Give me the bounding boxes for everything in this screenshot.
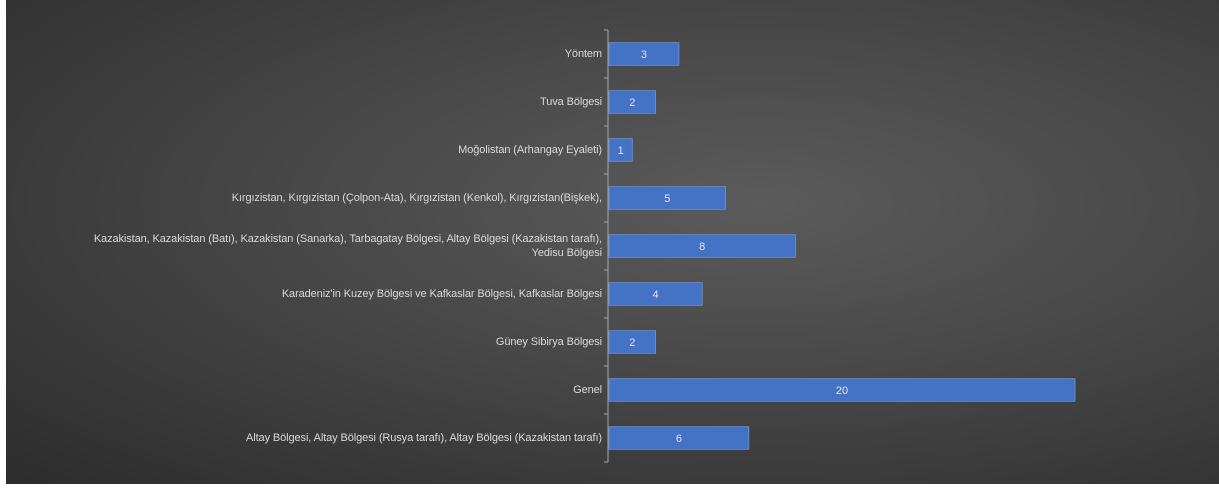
category-label: Moğolistan (Arhangay Eyaleti) [458,144,602,156]
data-label: 2 [629,337,635,349]
category-label: Tuva Bölgesi [540,96,602,108]
category-label: Kazakistan, Kazakistan (Batı), Kazakista… [93,233,602,259]
bar-chart: 3 2 1 5 8 4 2 20 6 [604,29,1076,463]
category-label: Altay Bölgesi, Altay Bölgesi (Rusya tara… [246,432,602,444]
data-label: 8 [699,241,705,253]
category-label: Genel [573,384,602,396]
bar [608,282,703,306]
data-label: 3 [641,49,647,61]
data-label: 6 [676,433,682,445]
bar [608,234,796,258]
data-label: 20 [836,385,848,397]
category-label: Kırgızistan, Kırgızistan (Çolpon-Ata), K… [231,192,602,204]
category-label: Yöntem [564,48,602,60]
bar [608,138,633,162]
category-label: Karadeniz'in Kuzey Bölgesi ve Kafkaslar … [281,288,602,300]
data-label: 5 [664,193,670,205]
bar [608,90,656,114]
category-label: Güney Sibirya Bölgesi [495,336,602,348]
data-label: 1 [618,145,624,157]
bar [608,42,680,66]
bar [608,426,750,450]
chart-area: 3 2 1 5 8 4 2 20 6 Yöntem Tuva Bölgesi Moğolistan … [6,0,1219,484]
bar [608,186,726,210]
bar [608,378,1076,402]
data-label: 4 [653,289,659,301]
bar [608,330,656,354]
data-label: 2 [629,97,635,109]
